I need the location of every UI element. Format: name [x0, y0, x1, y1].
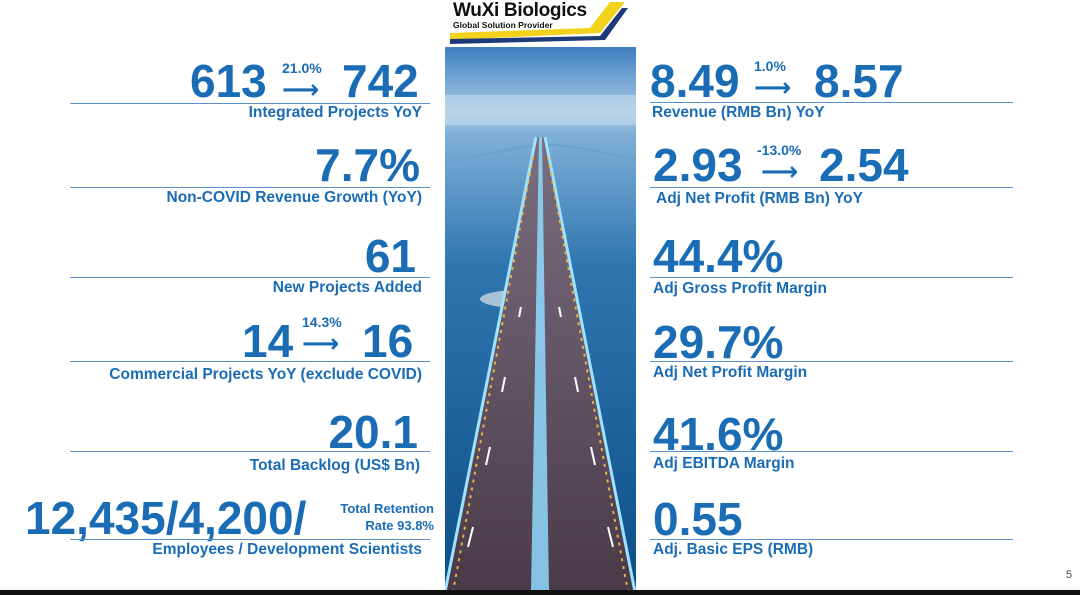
growth-percent: 14.3%	[302, 314, 342, 330]
arrow-right-icon: ⟶	[761, 156, 799, 186]
bridge-photo	[445, 47, 636, 592]
divider	[650, 102, 1013, 103]
logo-tagline: Global Solution Provider	[453, 20, 553, 30]
growth-percent: -13.0%	[757, 142, 802, 158]
stat-label: New Projects Added	[272, 279, 422, 296]
arrow-right-icon: ⟶	[282, 74, 320, 104]
arrow-right-icon: ⟶	[302, 328, 340, 358]
stat-value: 20.1	[328, 406, 418, 458]
logo-name: WuXi Biologics	[453, 0, 587, 21]
stat-value: 7.7%	[315, 139, 420, 191]
stat-value: 61	[364, 230, 416, 282]
stat-label: Total Backlog (US$ Bn)	[249, 457, 420, 474]
to-value: 8.57	[814, 55, 904, 107]
stat-label: Adj Net Profit Margin	[653, 364, 808, 381]
divider	[70, 187, 430, 188]
page-number: 5	[1065, 569, 1072, 581]
stat-label: Revenue (RMB Bn) YoY	[652, 104, 825, 121]
arrow-right-icon: ⟶	[754, 72, 792, 102]
from-value: 14	[242, 315, 294, 367]
divider	[650, 539, 1013, 540]
divider	[70, 451, 430, 452]
from-value: 613	[190, 55, 267, 107]
to-value: 742	[342, 55, 419, 107]
growth-percent: 21.0%	[282, 60, 322, 76]
retention-note-line2: Rate 93.8%	[365, 518, 434, 533]
stat-label: Non-COVID Revenue Growth (YoY)	[166, 189, 422, 206]
from-value: 8.49	[650, 55, 740, 107]
stat-label: Adj Gross Profit Margin	[653, 280, 827, 297]
bottom-bar	[0, 590, 1080, 595]
to-value: 2.54	[819, 139, 909, 191]
divider	[70, 539, 430, 540]
divider	[650, 277, 1013, 278]
stat-value: 12,435/4,200/	[25, 492, 307, 544]
company-logo: WuXi Biologics Global Solution Provider	[450, 0, 628, 44]
stat-value: 0.55	[653, 493, 743, 545]
to-value: 16	[362, 315, 414, 367]
from-value: 2.93	[653, 139, 743, 191]
stat-label: Integrated Projects YoY	[248, 104, 422, 121]
divider	[70, 277, 430, 278]
stat-label: Employees / Development Scientists	[152, 541, 422, 558]
divider	[650, 451, 1013, 452]
retention-note: Total Retention Rate 93.8%	[322, 500, 434, 534]
stat-label: Adj Net Profit (RMB Bn) YoY	[656, 190, 863, 207]
growth-percent: 1.0%	[754, 58, 786, 74]
divider	[650, 187, 1013, 188]
stat-label: Adj EBITDA Margin	[653, 455, 795, 472]
stat-value: 29.7%	[653, 316, 784, 368]
stat-value: 41.6%	[653, 408, 784, 460]
retention-note-line1: Total Retention	[340, 501, 434, 516]
divider	[70, 103, 430, 104]
stat-label: Adj. Basic EPS (RMB)	[653, 541, 814, 558]
stat-label: Commercial Projects YoY (exclude COVID)	[109, 366, 422, 383]
logo-stripes-graphic	[450, 2, 628, 44]
stat-value: 44.4%	[653, 230, 784, 282]
divider	[70, 361, 430, 362]
divider	[650, 361, 1013, 362]
